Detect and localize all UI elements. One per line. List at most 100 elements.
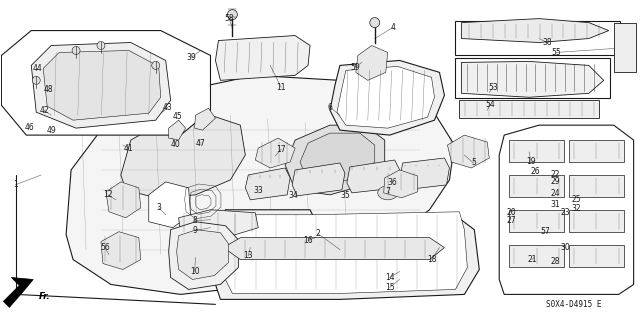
- Polygon shape: [216, 35, 310, 80]
- Polygon shape: [330, 60, 444, 135]
- Polygon shape: [461, 62, 604, 97]
- Bar: [509, 175, 564, 197]
- Text: 56: 56: [100, 243, 110, 252]
- Text: 31: 31: [550, 200, 560, 209]
- Polygon shape: [356, 46, 388, 80]
- Polygon shape: [285, 125, 385, 195]
- Polygon shape: [399, 158, 449, 190]
- Polygon shape: [179, 210, 259, 238]
- Polygon shape: [121, 115, 245, 198]
- Text: 35: 35: [340, 191, 350, 200]
- Text: 12: 12: [103, 190, 113, 199]
- Text: 8: 8: [192, 216, 197, 225]
- Text: 24: 24: [550, 189, 560, 198]
- Text: S0X4-D4915 E: S0X4-D4915 E: [546, 300, 602, 309]
- Text: 48: 48: [44, 85, 53, 94]
- Text: 20: 20: [506, 208, 516, 217]
- Text: 30: 30: [560, 243, 570, 252]
- Polygon shape: [255, 138, 295, 168]
- Bar: [569, 140, 623, 162]
- Polygon shape: [225, 212, 467, 293]
- Polygon shape: [337, 66, 435, 128]
- Polygon shape: [106, 182, 141, 218]
- Text: 49: 49: [46, 126, 56, 135]
- Polygon shape: [177, 230, 228, 279]
- Text: 32: 32: [571, 204, 580, 213]
- Text: 47: 47: [196, 138, 205, 148]
- Polygon shape: [101, 232, 141, 270]
- Polygon shape: [3, 278, 33, 307]
- Text: 25: 25: [571, 195, 580, 204]
- Text: 34: 34: [288, 191, 298, 200]
- Polygon shape: [384, 170, 417, 198]
- Text: 29: 29: [550, 177, 560, 186]
- Polygon shape: [461, 19, 609, 42]
- Ellipse shape: [72, 47, 80, 55]
- Ellipse shape: [97, 41, 105, 49]
- Polygon shape: [447, 135, 489, 168]
- Text: 11: 11: [276, 83, 286, 92]
- Text: Fr.: Fr.: [39, 292, 51, 301]
- Polygon shape: [300, 133, 375, 185]
- Text: 36: 36: [388, 178, 397, 187]
- Text: 43: 43: [163, 103, 173, 112]
- Text: 41: 41: [124, 144, 134, 152]
- Bar: [509, 210, 564, 232]
- Ellipse shape: [152, 62, 160, 70]
- Text: 21: 21: [527, 255, 537, 264]
- Text: 55: 55: [551, 48, 561, 57]
- Text: 10: 10: [189, 267, 200, 276]
- Text: 18: 18: [427, 255, 436, 264]
- Text: 23: 23: [560, 208, 570, 217]
- Text: 26: 26: [531, 167, 540, 176]
- Text: 14: 14: [385, 273, 394, 282]
- Polygon shape: [223, 238, 444, 260]
- Polygon shape: [44, 50, 161, 120]
- Bar: [569, 210, 623, 232]
- Bar: [509, 140, 564, 162]
- Polygon shape: [195, 108, 216, 130]
- Polygon shape: [1, 31, 211, 135]
- Text: 28: 28: [550, 257, 560, 266]
- Ellipse shape: [378, 186, 397, 200]
- Text: 16: 16: [303, 236, 313, 245]
- Bar: [456, 21, 620, 56]
- Polygon shape: [66, 75, 454, 294]
- Polygon shape: [169, 222, 238, 289]
- Text: 22: 22: [550, 170, 560, 179]
- Bar: [614, 23, 636, 72]
- Text: 2: 2: [316, 229, 321, 238]
- Text: 15: 15: [385, 283, 394, 292]
- Text: 27: 27: [506, 216, 516, 225]
- Text: 1: 1: [13, 180, 18, 189]
- Polygon shape: [148, 182, 191, 228]
- Bar: [460, 100, 599, 118]
- Text: 33: 33: [253, 186, 263, 195]
- Ellipse shape: [370, 18, 380, 27]
- Polygon shape: [169, 120, 186, 140]
- Text: 58: 58: [225, 14, 234, 23]
- Text: 5: 5: [471, 159, 476, 167]
- Polygon shape: [499, 125, 634, 294]
- Bar: [569, 175, 623, 197]
- Polygon shape: [216, 210, 479, 300]
- Bar: [509, 245, 564, 267]
- Bar: [456, 58, 610, 98]
- Text: 7: 7: [385, 187, 390, 197]
- Text: 4: 4: [390, 23, 395, 32]
- Text: 44: 44: [33, 64, 42, 73]
- Polygon shape: [347, 160, 399, 193]
- Bar: [569, 245, 623, 267]
- Text: 40: 40: [171, 140, 180, 149]
- Text: 13: 13: [243, 251, 253, 260]
- Text: 59: 59: [350, 63, 360, 72]
- Text: 17: 17: [276, 145, 286, 153]
- Text: 19: 19: [526, 158, 536, 167]
- Text: 53: 53: [488, 83, 498, 92]
- Polygon shape: [245, 168, 290, 200]
- Text: 54: 54: [485, 100, 495, 109]
- Text: 6: 6: [328, 103, 332, 112]
- Text: 42: 42: [40, 106, 49, 115]
- Text: 39: 39: [187, 53, 196, 62]
- Text: 9: 9: [192, 226, 197, 235]
